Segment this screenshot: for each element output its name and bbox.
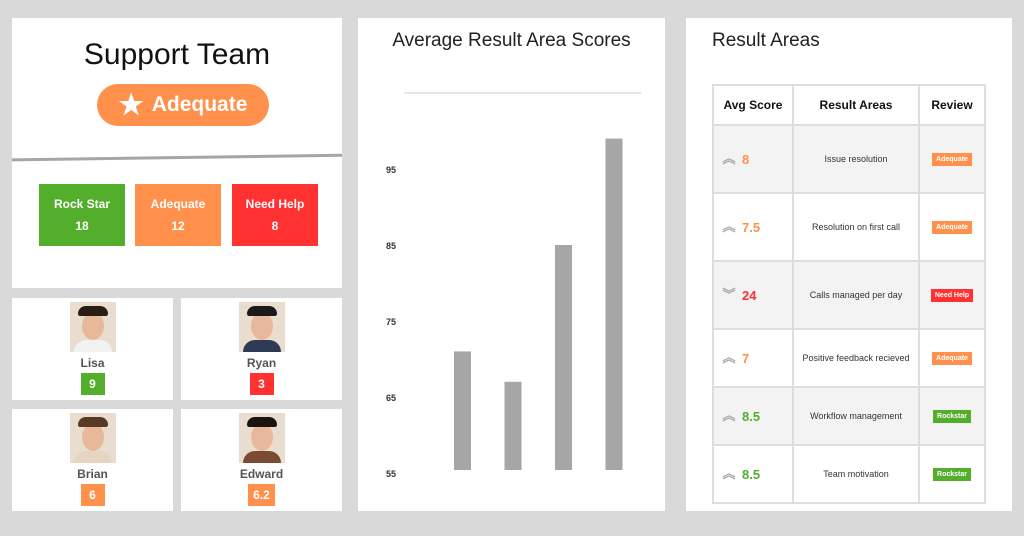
stat-value: 12: [171, 219, 185, 233]
review-badge: Rockstar: [933, 467, 971, 481]
stat-label: Need Help: [245, 197, 305, 211]
header-review: Review: [918, 84, 986, 126]
review-badge: Adequate: [932, 351, 972, 365]
rating-badge: ★ Adequate: [97, 84, 269, 126]
score-value: 24: [742, 287, 757, 303]
y-tick-label: 85: [386, 241, 396, 251]
person-name: Ryan: [246, 356, 277, 370]
result-area-cell: Team motivation: [792, 444, 920, 504]
person-name: Brian: [77, 467, 108, 481]
y-tick-label: 75: [386, 317, 396, 327]
stat-value: 18: [75, 219, 89, 233]
table-row: ︾ 24 Calls managed per day Need Help: [712, 260, 986, 330]
double-chevron-up-icon: ︽: [722, 408, 736, 424]
header-avg-score: Avg Score: [712, 84, 794, 126]
review-badge: Adequate: [932, 152, 972, 166]
result-area-cell: Calls managed per day: [792, 260, 920, 330]
review-cell: Adequate: [918, 328, 986, 388]
star-icon: ★: [118, 89, 144, 120]
double-chevron-up-icon: ︽: [722, 219, 736, 235]
stat-adequate: Adequate 12: [135, 184, 221, 246]
bar-chart: 55 65 75 85 95: [386, 92, 641, 479]
stat-rock-star: Rock Star 18: [39, 184, 125, 246]
avatar: [69, 302, 116, 352]
avatar: [238, 413, 285, 463]
person-card: Lisa 9: [12, 298, 173, 400]
review-cell: Rockstar: [918, 444, 986, 504]
team-title: Support Team: [83, 38, 271, 71]
result-area-cell: Workflow management: [792, 386, 920, 446]
result-area-cell: Positive feedback recieved: [792, 328, 920, 388]
person-card: Brian 6: [12, 409, 173, 511]
score-value: 7: [742, 350, 750, 366]
review-cell: Adequate: [918, 124, 986, 194]
y-tick-label: 55: [386, 469, 396, 479]
stat-label: Rock Star: [53, 197, 111, 211]
table-title: Result Areas: [712, 30, 820, 51]
review-cell: Adequate: [918, 192, 986, 262]
result-area-cell: Issue resolution: [792, 124, 920, 194]
y-tick-label: 65: [386, 393, 396, 403]
avg-score-cell: ︽ 7.5: [712, 192, 794, 262]
divider: [12, 153, 342, 162]
avatar: [238, 302, 285, 352]
person-card: Ryan 3: [181, 298, 342, 400]
review-badge: Rockstar: [933, 409, 971, 423]
double-chevron-up-icon: ︽: [722, 350, 736, 366]
avg-score-cell: ︽ 7: [712, 328, 794, 388]
table-row: ︽ 7 Positive feedback recieved Adequate: [712, 328, 986, 388]
double-chevron-down-icon: ︾: [722, 287, 736, 303]
bar: [504, 381, 522, 470]
chart-panel: Average Result Area Scores 55 65 75 85 95: [358, 18, 665, 511]
person-score: 9: [80, 373, 105, 395]
avatar: [69, 413, 116, 463]
table-row: ︽ 8 Issue resolution Adequate: [712, 124, 986, 194]
score-value: 7.5: [742, 219, 761, 235]
stat-label: Adequate: [150, 197, 206, 211]
bar: [555, 245, 572, 470]
double-chevron-up-icon: ︽: [722, 466, 736, 482]
score-value: 8: [742, 151, 750, 167]
avg-score-cell: ︽ 8: [712, 124, 794, 194]
table-row: ︽ 8.5 Workflow management Rockstar: [712, 386, 986, 446]
review-cell: Rockstar: [918, 386, 986, 446]
person-name: Edward: [239, 467, 284, 481]
rating-label: Adequate: [151, 93, 248, 116]
result-areas-panel: Result Areas Avg Score Result Areas Revi…: [686, 18, 1012, 511]
review-badge: Adequate: [932, 220, 972, 234]
result-area-cell: Resolution on first call: [792, 192, 920, 262]
review-cell: Need Help: [918, 260, 986, 330]
double-chevron-up-icon: ︽: [722, 151, 736, 167]
person-card: Edward 6.2: [181, 409, 342, 511]
stat-need-help: Need Help 8: [232, 184, 318, 246]
stat-value: 8: [271, 219, 279, 233]
score-value: 8.5: [742, 466, 761, 482]
avg-score-cell: ︽ 8.5: [712, 444, 794, 504]
bar: [605, 138, 623, 470]
result-areas-table: Avg Score Result Areas Review ︽ 8 Issue r…: [712, 84, 986, 504]
score-value: 8.5: [742, 408, 761, 424]
table-row: ︽ 8.5 Team motivation Rockstar: [712, 444, 986, 504]
bar: [454, 351, 471, 470]
avg-score-cell: ︽ 8.5: [712, 386, 794, 446]
person-score: 6: [80, 484, 105, 506]
y-tick-label: 95: [386, 165, 396, 175]
table-row: ︽ 7.5 Resolution on first call Adequate: [712, 192, 986, 262]
chart-title: Average Result Area Scores: [392, 30, 631, 51]
review-badge: Need Help: [930, 288, 974, 302]
person-score: 3: [249, 373, 274, 395]
avg-score-cell: ︾ 24: [712, 260, 794, 330]
person-name: Lisa: [80, 356, 105, 370]
header-result-areas: Result Areas: [792, 84, 920, 126]
person-score: 6.2: [248, 484, 275, 506]
team-summary-panel: Support Team ★ Adequate Rock Star 18 Adeq…: [12, 18, 342, 288]
